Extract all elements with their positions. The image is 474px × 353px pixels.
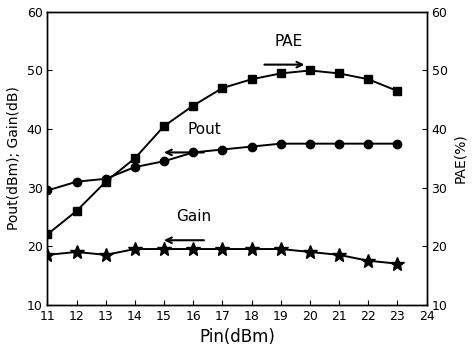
Y-axis label: PAE(%): PAE(%) [453, 133, 467, 183]
Y-axis label: Pout(dBm); Gain(dB): Pout(dBm); Gain(dB) [7, 86, 21, 230]
X-axis label: Pin(dBm): Pin(dBm) [199, 328, 275, 346]
Text: PAE: PAE [275, 34, 303, 49]
Text: Gain: Gain [176, 209, 211, 224]
Text: Pout: Pout [188, 121, 221, 137]
